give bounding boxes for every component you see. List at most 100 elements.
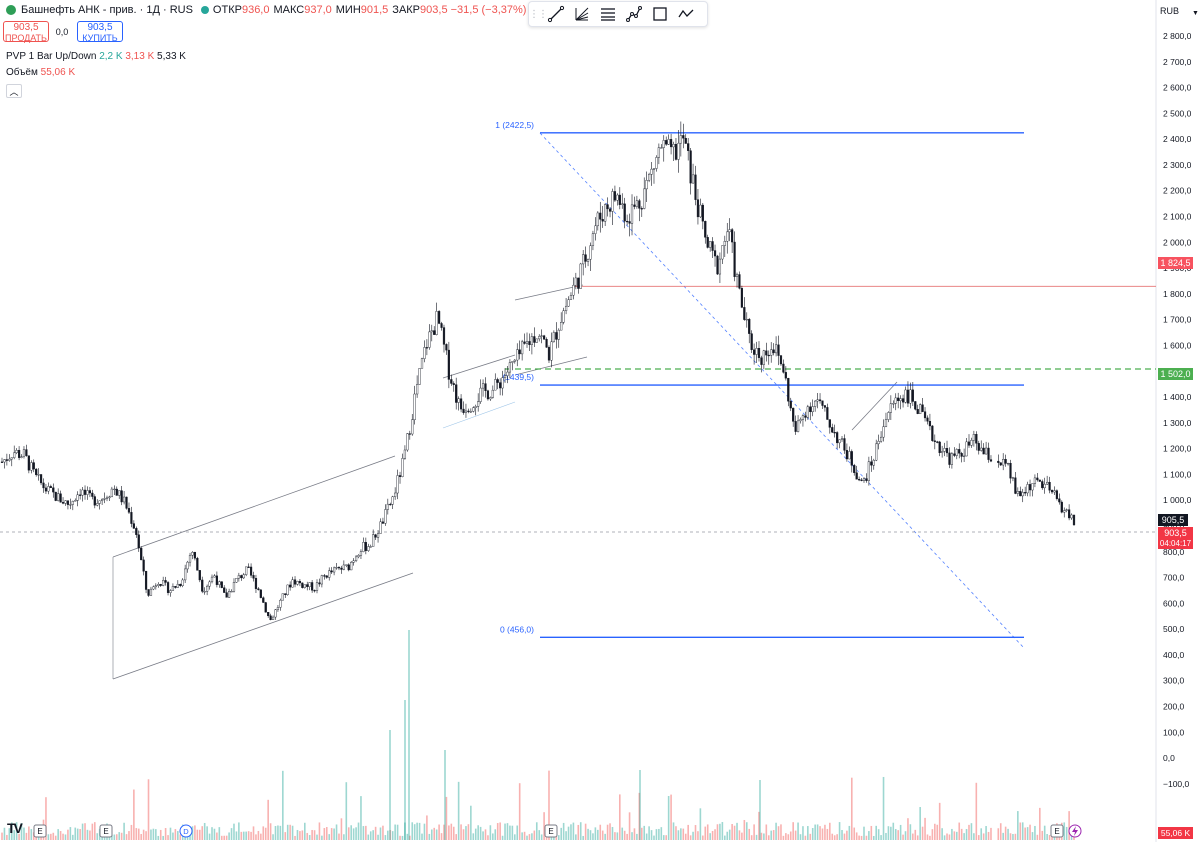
fib-diagonal-line[interactable]	[539, 132, 1025, 649]
volume-bar	[946, 833, 948, 840]
volume-bar	[1014, 833, 1017, 840]
candle-body	[513, 359, 516, 362]
volume-bar	[306, 832, 309, 840]
currency-label[interactable]: RUB	[1160, 6, 1180, 16]
candle-body	[462, 408, 465, 413]
volume-bar	[858, 835, 860, 840]
candle-body	[860, 479, 863, 481]
symbol-title[interactable]: Башнефть АНК - прив. · 1Д · RUS	[21, 4, 193, 16]
volume-bar	[15, 822, 18, 840]
candle-body	[796, 420, 800, 432]
candle-body	[408, 433, 411, 435]
volume-bar	[1036, 834, 1039, 840]
volume-bar	[638, 792, 641, 840]
ohlc-high-label: МАКС	[273, 4, 305, 16]
dividend-marker: D	[179, 824, 193, 838]
trend-line-icon[interactable]	[543, 3, 569, 25]
axis-label: 2 700,0	[1163, 57, 1192, 67]
volume-bar	[289, 824, 291, 840]
volume-bar	[135, 828, 138, 840]
horizontal-lines[interactable]	[505, 285, 1156, 370]
volume-bar	[79, 829, 81, 840]
fibonacci-levels[interactable]: 1 (2422,5) (1439,5) 0 (456,0)	[495, 120, 1024, 639]
candle-body	[455, 384, 458, 403]
volume-bar	[23, 827, 25, 840]
indicator-pvp-total: 5,33 K	[157, 51, 186, 62]
candle-body	[909, 389, 912, 404]
indicator-pvp[interactable]: PVP 1 Bar Up/Down 2,2 K 3,13 K 5,33 K	[6, 51, 186, 62]
candle-body	[269, 615, 272, 621]
price-axis[interactable]: 2 800,0 2 700,0 2 600,0 2 500,0 2 400,0 2 300…	[1163, 31, 1192, 789]
candle-body	[655, 157, 658, 169]
volume-bar	[421, 833, 423, 840]
volume-bar	[81, 823, 84, 840]
volume-bar	[797, 822, 799, 840]
volume-bar	[963, 833, 965, 840]
volume-bar	[777, 826, 780, 840]
volume-bar	[294, 835, 296, 840]
volume-bar	[741, 832, 743, 840]
volume-bar	[616, 832, 619, 840]
candle-body	[858, 479, 861, 481]
volume-bar	[396, 824, 399, 840]
candle-body	[308, 582, 311, 587]
volume-bar	[885, 832, 887, 840]
candle-body	[296, 581, 299, 585]
candle-body	[162, 580, 165, 586]
volume-bar	[472, 833, 475, 840]
chevron-down-icon[interactable]: ▼	[1192, 10, 1199, 17]
path-icon[interactable]	[621, 3, 647, 25]
volume-bar	[987, 831, 990, 840]
indicator-volume[interactable]: Объём 55,06 K	[6, 67, 75, 78]
volume-bar	[548, 770, 550, 840]
volume-bar	[264, 827, 267, 840]
volume-bar	[318, 822, 321, 840]
tradingview-logo-icon[interactable]: TV	[7, 820, 23, 836]
buy-button[interactable]: 903,5 КУПИТЬ	[77, 21, 123, 43]
candle-body	[562, 310, 565, 323]
candle-body	[32, 462, 35, 470]
volume-bar	[172, 832, 174, 840]
candle-body	[193, 552, 197, 559]
candle-body	[875, 443, 878, 461]
candle-body	[47, 486, 50, 492]
candle-body	[208, 581, 211, 587]
volume-bar	[611, 826, 614, 840]
event-markers[interactable]: E E D E E	[33, 824, 1082, 838]
volume-bar	[760, 832, 763, 840]
candle-body	[904, 389, 907, 403]
volume-bar	[372, 830, 374, 840]
candle-body	[235, 578, 238, 583]
candle-body	[738, 274, 741, 289]
volume-bar	[133, 789, 135, 840]
candle-body	[1065, 509, 1068, 511]
candle-body	[816, 399, 819, 402]
rectangle-icon[interactable]	[647, 3, 673, 25]
candle-body	[64, 500, 67, 504]
axis-label: 100,0	[1163, 727, 1185, 737]
candle-body	[472, 407, 475, 412]
fib-retracement-icon[interactable]	[595, 3, 621, 25]
fib-fan-icon[interactable]	[569, 3, 595, 25]
polyline-icon[interactable]	[673, 3, 699, 25]
volume-bar	[316, 834, 318, 840]
volume-bar	[711, 830, 714, 840]
drag-handle-icon[interactable]: ⋮⋮	[529, 8, 548, 20]
candle-body	[982, 447, 985, 455]
volume-bar	[84, 823, 86, 840]
candle-body	[784, 372, 787, 379]
earnings-marker-2: E	[99, 824, 113, 838]
volume-bar	[433, 827, 436, 840]
candle-body	[943, 448, 946, 452]
candle-body	[313, 590, 316, 592]
candle-body	[423, 347, 426, 359]
candle-body	[186, 561, 189, 570]
candle-body	[950, 453, 954, 465]
volume-bar	[506, 823, 509, 840]
candle-body	[406, 433, 409, 451]
volume-bar	[1009, 833, 1012, 840]
volume-bar	[526, 835, 528, 840]
sell-button[interactable]: 903,5 ПРОДАТЬ	[3, 21, 49, 43]
chevron-up-icon[interactable]: ︿	[6, 84, 22, 98]
